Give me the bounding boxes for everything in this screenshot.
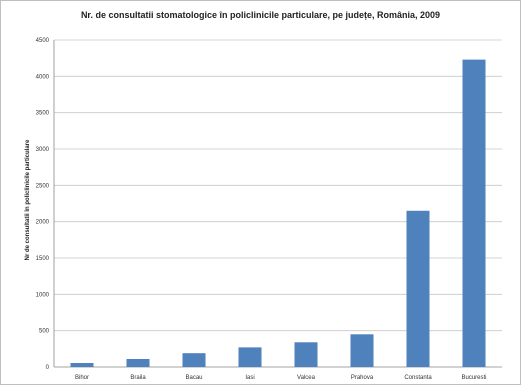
x-tick-label: Braila — [130, 375, 146, 381]
x-tick-label: Bacau — [185, 375, 202, 381]
bar-prahova — [350, 334, 374, 367]
x-tick-label: Bucuresti — [461, 375, 486, 381]
y-tick-label: 1000 — [36, 292, 50, 298]
x-tick-label: Prahova — [351, 375, 374, 381]
bar-braila — [126, 359, 150, 367]
y-tick-label: 1500 — [36, 256, 50, 262]
bar-iasi — [238, 347, 262, 367]
y-tick-label: 0 — [46, 365, 50, 371]
bar-bihor — [70, 363, 94, 367]
y-tick-label: 2500 — [36, 183, 50, 189]
y-tick-label: 2000 — [36, 220, 50, 226]
y-tick-label: 500 — [39, 329, 50, 335]
y-tick-label: 4500 — [36, 38, 50, 44]
x-tick-label: Constanta — [404, 375, 432, 381]
bar-constanta — [406, 210, 430, 367]
bar-bacau — [182, 353, 206, 367]
bar-bucuresti — [462, 59, 486, 368]
chart-title: Nr. de consultatii stomatologice în poli… — [80, 10, 441, 20]
y-tick-label: 3000 — [36, 147, 50, 153]
y-tick-label: 4000 — [36, 74, 50, 80]
x-tick-label: Bihor — [75, 375, 89, 381]
x-tick-label: Valcea — [297, 375, 316, 381]
x-tick-label: Iasi — [245, 375, 254, 381]
y-tick-label: 3500 — [36, 111, 50, 117]
bar-valcea — [294, 342, 318, 367]
